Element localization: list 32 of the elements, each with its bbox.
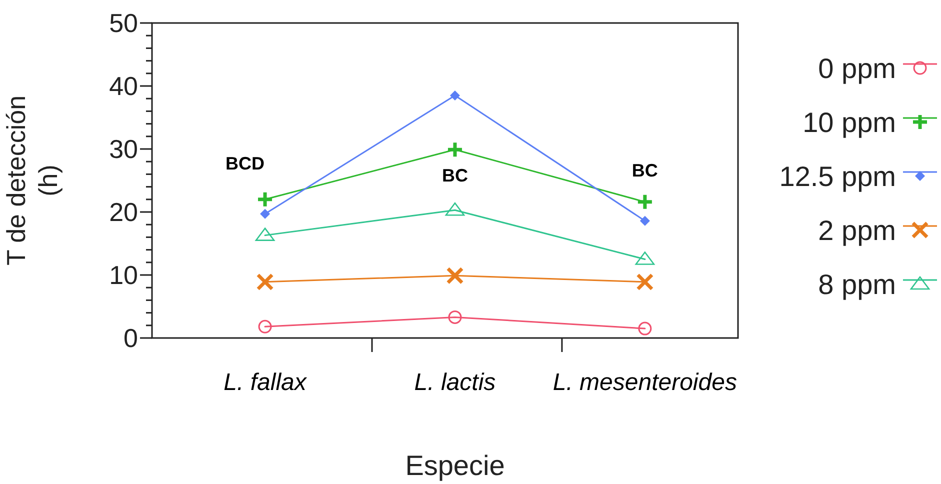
legend-label: 2 ppm xyxy=(818,214,896,246)
point xyxy=(636,193,654,211)
y-tick-label: 30 xyxy=(109,134,138,164)
legend-label: 0 ppm xyxy=(818,52,896,84)
legend-label: 10 ppm xyxy=(802,106,896,138)
y-tick-label: 10 xyxy=(109,260,138,290)
point xyxy=(260,208,270,219)
legend-label: 8 ppm xyxy=(818,268,896,300)
point xyxy=(446,140,464,158)
point xyxy=(636,273,654,291)
point xyxy=(640,216,650,226)
point xyxy=(638,322,652,336)
x-tick-label: L. fallax xyxy=(224,369,308,396)
y-tick-label: 40 xyxy=(109,71,138,102)
y-tick-label: 0 xyxy=(124,323,138,354)
y-tick-label: 50 xyxy=(109,8,138,38)
y-tick-label: 20 xyxy=(109,197,138,228)
point xyxy=(256,190,274,208)
point xyxy=(448,310,462,324)
annotation: BC xyxy=(632,160,658,180)
point xyxy=(258,320,272,334)
annotation: BCD xyxy=(226,153,265,174)
point xyxy=(445,202,465,216)
point xyxy=(450,90,460,100)
point xyxy=(446,266,464,284)
x-axis-title: Especie xyxy=(405,450,505,481)
y-axis-title: T de detección (h) xyxy=(1,95,63,266)
annotation: BC xyxy=(442,165,468,186)
x-tick-label: L. lactis xyxy=(414,369,496,396)
x-tick-label: L. mesenteroides xyxy=(552,369,737,396)
point xyxy=(256,273,274,291)
legend-label: 12.5 ppm xyxy=(779,160,896,192)
